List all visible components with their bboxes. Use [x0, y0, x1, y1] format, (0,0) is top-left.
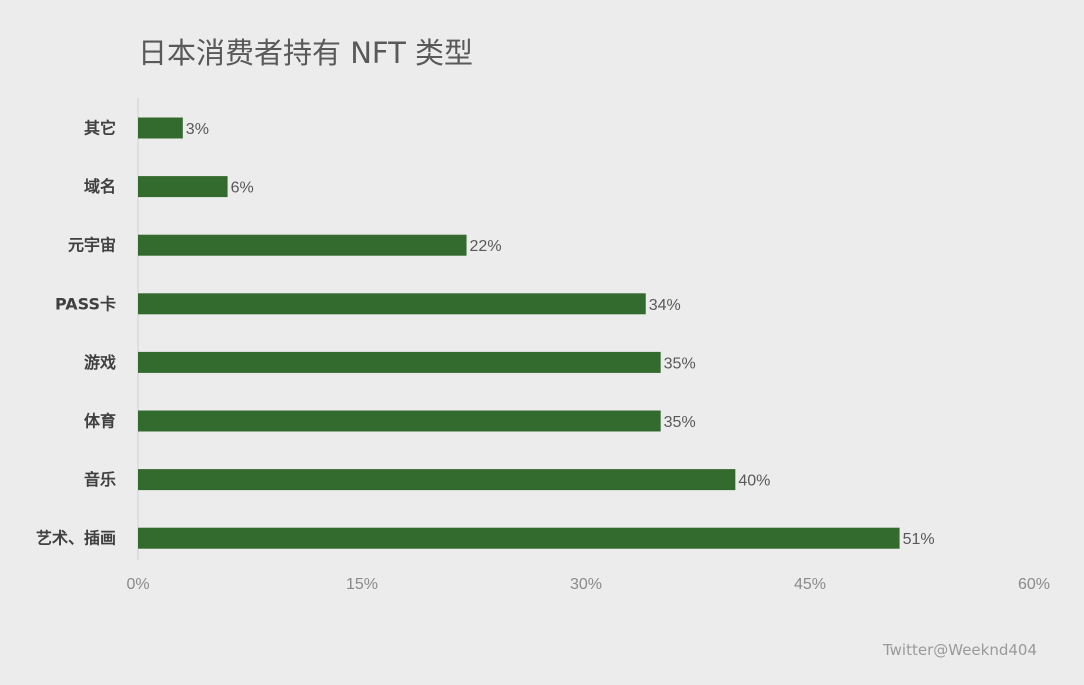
category-label: 域名: [84, 177, 116, 196]
x-tick-label: 15%: [346, 576, 378, 593]
data-label: 6%: [231, 180, 254, 197]
bar: [138, 234, 467, 256]
category-label: 元宇宙: [68, 236, 116, 255]
data-label: 35%: [664, 414, 696, 431]
data-label: 34%: [649, 297, 681, 314]
data-label: 22%: [470, 238, 502, 255]
x-tick-label: 0%: [126, 576, 149, 593]
x-tick-label: 60%: [1018, 576, 1050, 593]
category-label: PASS卡: [55, 294, 116, 313]
bar: [138, 293, 646, 315]
bar: [138, 176, 228, 198]
watermark: Twitter@Weeknd404: [882, 641, 1037, 659]
bar: [138, 527, 900, 549]
category-label: 艺术、插画: [36, 529, 116, 548]
x-tick-label: 30%: [570, 576, 602, 593]
data-label: 40%: [738, 473, 770, 490]
plot-area: 其它 3% 域名 6% 元宇宙 22% PASS卡 34% 游戏 35% 体育 35% 音乐 40% 艺术、…: [36, 98, 1050, 593]
bar: [138, 117, 183, 139]
x-tick-label: 45%: [794, 576, 826, 593]
data-label: 3%: [186, 121, 209, 138]
bar: [138, 469, 736, 491]
category-label: 其它: [84, 119, 116, 138]
bar: [138, 410, 661, 432]
data-label: 35%: [664, 355, 696, 372]
bar: [138, 351, 661, 373]
category-label: 音乐: [84, 470, 116, 489]
category-label: 游戏: [84, 353, 116, 372]
data-label: 51%: [903, 531, 935, 548]
chart-title: 日本消费者持有 NFT 类型: [138, 36, 474, 70]
category-label: 体育: [84, 412, 116, 431]
